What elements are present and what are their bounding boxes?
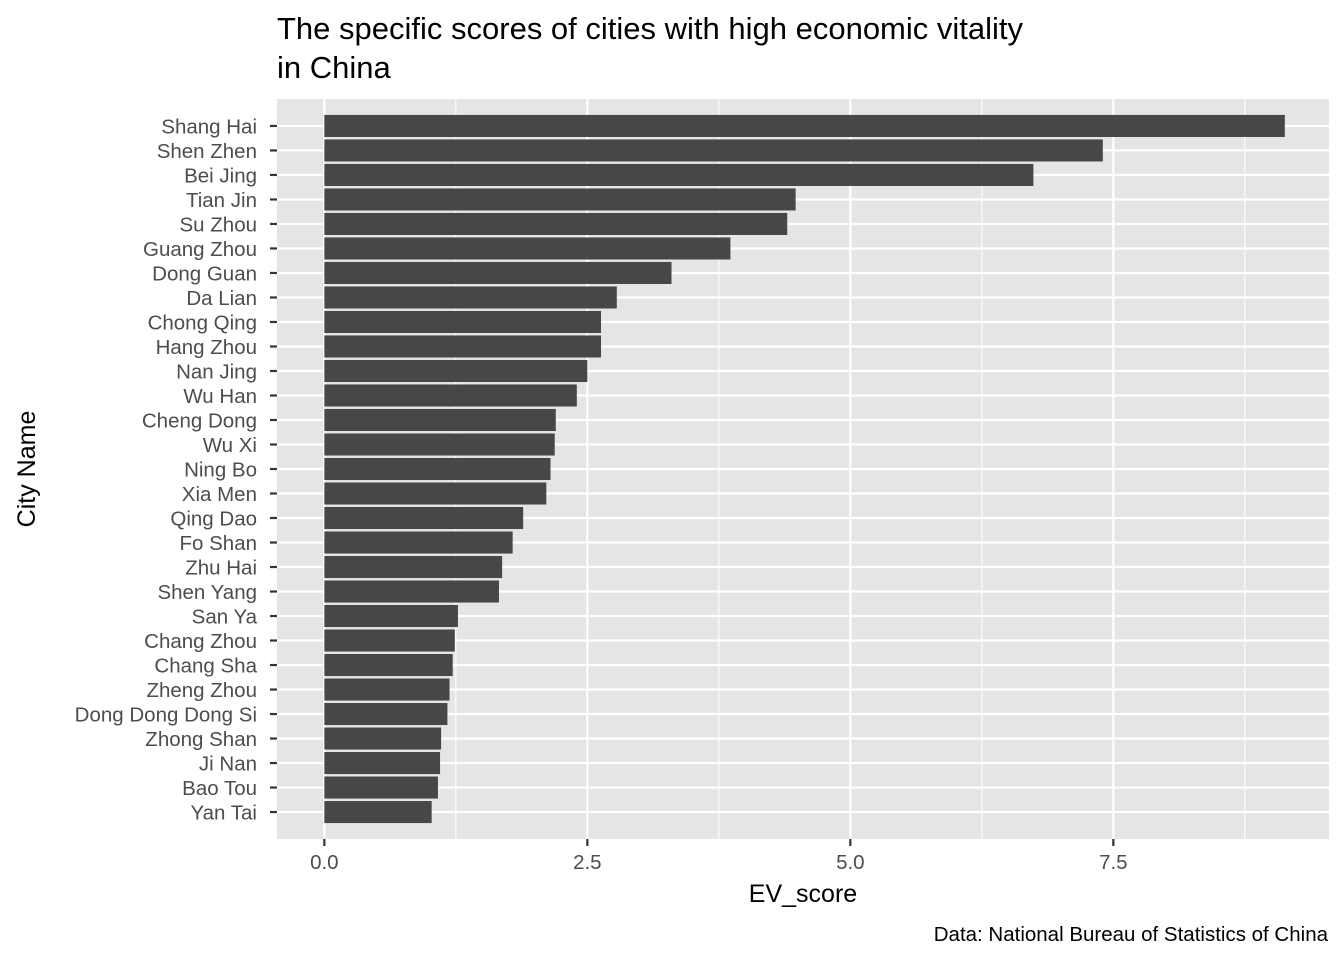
bar-0 [324,114,1285,137]
bar-5 [324,237,731,260]
bar-19 [324,580,499,603]
bar-16 [324,506,524,530]
bar-9 [324,335,602,358]
bar-15 [324,482,547,505]
bar-2 [324,163,1034,186]
x-axis: 0.0 2.5 5.0 7.5 [310,839,1128,874]
y-tick-label-8: Chong Qing [148,311,257,334]
bars [324,114,1285,824]
bar-3 [324,188,796,211]
y-tick-label-26: Ji Nan [199,753,257,776]
y-tick-label-7: Da Lian [186,287,257,310]
bar-25 [324,727,442,750]
y-tick-label-18: Zhu Hai [185,557,257,580]
y-tick-label-22: Chang Sha [154,655,257,678]
y-tick-label-17: Fo Shan [180,532,258,555]
bar-20 [324,604,458,628]
bar-27 [324,776,438,799]
bar-24 [324,703,448,726]
bar-18 [324,555,503,579]
y-tick-label-16: Qing Dao [170,508,257,531]
y-tick-label-3: Tian Jin [186,189,257,212]
bar-21 [324,629,455,652]
y-tick-label-2: Bei Jing [184,164,257,187]
y-tick-label-24: Dong Dong Dong Si [75,704,257,727]
y-tick-label-21: Chang Zhou [144,630,257,653]
x-tick-label-2: 5.0 [836,851,865,874]
y-tick-label-14: Ning Bo [184,459,257,482]
bar-13 [324,433,555,456]
chart-title-line-1: The specific scores of cities with high … [277,11,1024,46]
y-tick-label-28: Yan Tai [191,802,258,825]
y-tick-label-11: Wu Han [183,385,257,408]
x-tick-label-1: 2.5 [573,851,602,874]
y-tick-label-15: Xia Men [182,483,257,506]
bar-12 [324,408,556,432]
bar-6 [324,261,672,284]
y-tick-label-12: Cheng Dong [142,409,257,432]
y-axis-title: City Name [13,411,41,528]
bar-23 [324,678,450,701]
y-tick-label-5: Guang Zhou [143,238,257,261]
bar-7 [324,286,617,309]
bar-1 [324,139,1103,162]
x-axis-title: EV_score [749,880,857,908]
bar-4 [324,212,788,235]
y-tick-label-13: Wu Xi [203,434,257,457]
bar-22 [324,654,453,677]
y-tick-label-6: Dong Guan [152,262,257,285]
y-tick-label-9: Hang Zhou [156,336,257,359]
y-tick-label-19: Shen Yang [157,581,257,604]
bar-11 [324,384,577,407]
bar-26 [324,752,441,775]
y-tick-label-0: Shang Hai [161,115,257,138]
bar-8 [324,310,602,334]
y-tick-label-27: Bao Tou [182,777,257,800]
bar-28 [324,801,432,824]
x-tick-label-3: 7.5 [1099,851,1128,874]
bar-10 [324,359,588,383]
bar-14 [324,457,551,481]
chart-caption: Data: National Bureau of Statistics of C… [934,923,1329,946]
y-tick-label-10: Nan Jing [176,360,257,383]
bar-17 [324,531,513,554]
chart-title-line-2: in China [277,50,391,85]
y-tick-label-23: Zheng Zhou [146,679,257,702]
y-tick-label-25: Zhong Shan [145,728,257,751]
y-tick-label-1: Shen Zhen [157,140,257,163]
x-tick-label-0: 0.0 [310,851,339,874]
y-tick-label-20: San Ya [192,606,258,629]
y-tick-label-4: Su Zhou [180,213,258,236]
